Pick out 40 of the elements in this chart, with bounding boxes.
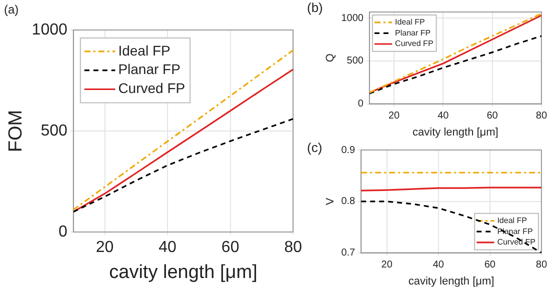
y-tick-label: 1000 — [341, 12, 364, 24]
legend-label: Planar FP — [118, 61, 180, 78]
x-axis-title: cavity length [μm] — [109, 262, 258, 283]
y-tick-label: 0 — [58, 223, 68, 240]
legend-label: Ideal FP — [395, 18, 425, 27]
y-axis-title: Q — [324, 53, 337, 62]
x-tick-label: 20 — [388, 110, 400, 122]
chart-title: (a) — [4, 2, 19, 16]
legend-label: Curved FP — [395, 39, 434, 48]
x-tick-label: 20 — [96, 239, 114, 256]
x-tick-label: 60 — [221, 239, 240, 256]
y-tick-label: 0.8 — [341, 196, 356, 208]
y-tick-label: 0.7 — [341, 248, 356, 259]
x-axis-title: cavity length [μm] — [408, 275, 494, 288]
legend-label: Planar FP — [395, 28, 431, 38]
chart-title: (c) — [307, 140, 322, 156]
legend-label: Ideal FP — [118, 42, 170, 58]
x-tick-label: 60 — [484, 260, 496, 271]
chart-title: (b) — [307, 0, 323, 16]
legend-label: Curved FP — [118, 80, 186, 96]
y-tick-label: 500 — [346, 56, 364, 67]
line-series — [73, 118, 294, 213]
x-tick-label: 40 — [438, 110, 450, 122]
x-tick-label: 40 — [158, 239, 177, 256]
x-tick-label: 40 — [432, 260, 444, 271]
y-tick-label: 1000 — [32, 21, 68, 38]
x-tick-label: 20 — [381, 260, 393, 271]
line-series — [369, 35, 542, 94]
y-tick-label: 0.9 — [341, 144, 356, 156]
y-axis-title: FOM — [6, 110, 27, 152]
y-tick-label: 0 — [358, 98, 364, 110]
x-tick-label: 80 — [536, 110, 548, 122]
y-tick-label: 500 — [40, 122, 68, 140]
legend-label: Planar FP — [497, 226, 533, 236]
x-tick-label: 80 — [536, 260, 548, 271]
x-tick-label: 60 — [486, 110, 498, 122]
x-axis-title: cavity length [μm] — [412, 126, 498, 138]
legend-label: Ideal FP — [497, 216, 527, 226]
y-axis-title: V — [324, 197, 337, 206]
x-tick-label: 80 — [284, 239, 302, 256]
